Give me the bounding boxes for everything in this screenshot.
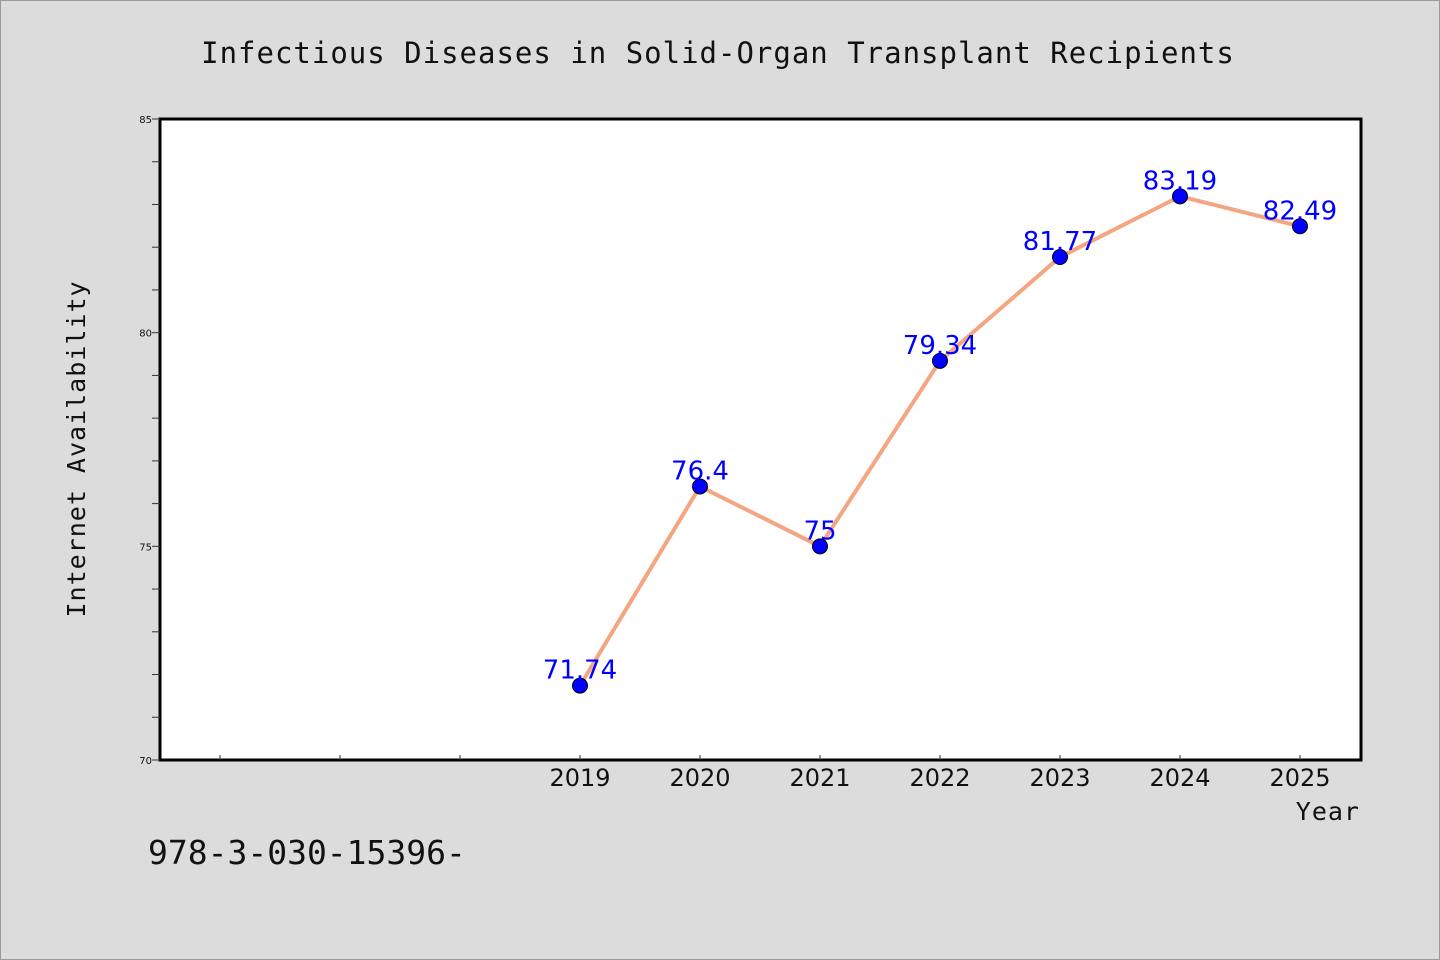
marker-layer [572,188,1308,694]
data-point [1052,249,1068,266]
data-label-layer: 71.74 76.4 75 79.34 81.77 83.19 82.49 [543,166,1337,685]
y-tick-label: 75 [139,542,152,553]
x-tick-label: 2023 [1029,764,1090,792]
data-label: 79.34 [903,331,977,361]
y-axis: 70 75 80 85 [139,115,160,767]
x-tick-label: 2019 [549,764,610,792]
data-label: 75 [803,516,836,546]
data-point [1172,188,1188,205]
x-tick-label: 2024 [1149,764,1210,792]
y-axis-label: Internet Availability [62,280,91,617]
data-label: 81.77 [1023,227,1097,257]
data-point [812,538,828,555]
x-tick-label: 2021 [789,764,850,792]
footer-code: 978-3-030-15396- [148,833,466,872]
data-label: 82.49 [1263,196,1337,226]
data-point [572,677,588,694]
data-point [932,352,948,369]
y-tick-label: 80 [139,329,152,340]
x-axis: 2019 2020 2021 2022 2023 2024 2025 [219,755,1331,792]
data-point [692,478,708,495]
x-tick-label: 2025 [1269,764,1330,792]
data-label: 71.74 [543,656,617,686]
data-label: 76.4 [671,457,729,487]
data-point [1292,218,1308,235]
data-label: 83.19 [1143,166,1217,196]
x-axis-label: Year [1296,797,1360,826]
plot-area [158,117,1363,762]
y-tick-label: 70 [139,756,152,767]
x-tick-label: 2022 [909,764,970,792]
x-tick-label: 2020 [669,764,730,792]
y-tick-label: 85 [139,115,152,126]
chart-title: Infectious Diseases in Solid-Organ Trans… [201,36,1235,70]
